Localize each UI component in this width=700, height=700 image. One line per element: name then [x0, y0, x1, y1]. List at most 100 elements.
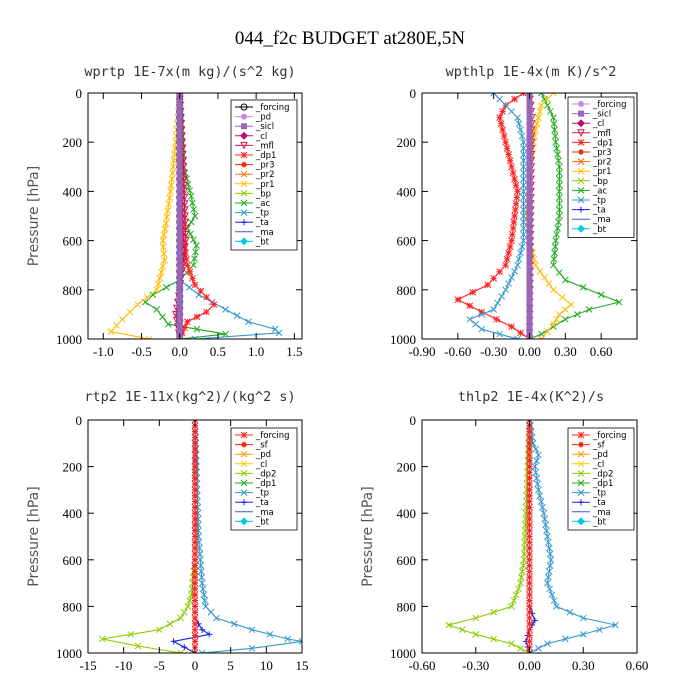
- panel-title: wpthlp 1E-4x(m K)/s^2: [446, 64, 617, 80]
- series-marker: [526, 182, 533, 189]
- series-marker: [266, 631, 274, 638]
- series-marker: [526, 445, 533, 453]
- series-marker: [191, 451, 199, 459]
- series-marker: [191, 603, 199, 610]
- series-marker: [510, 218, 518, 226]
- series-marker: [191, 550, 199, 558]
- x-tick-label: 0.60: [626, 658, 649, 673]
- series-marker: [176, 292, 183, 299]
- series-marker: [550, 597, 558, 604]
- series-marker: [176, 225, 183, 232]
- series-marker: [526, 274, 533, 281]
- series-marker: [478, 308, 486, 316]
- series-marker: [526, 434, 533, 441]
- series-marker: [556, 181, 563, 189]
- series-marker: [556, 206, 563, 214]
- series-marker: [526, 96, 533, 103]
- series-marker: [526, 256, 533, 263]
- series-marker: [520, 151, 527, 158]
- series-marker: [469, 288, 477, 296]
- y-tick-label: 0: [410, 413, 417, 428]
- chart-panel: wpthlp 1E-4x(m K)/s^2 -0.90 -0.60 -0.30 0.00…: [390, 64, 638, 359]
- series-marker: [191, 626, 199, 634]
- series-marker: [176, 108, 183, 115]
- legend-marker: [577, 224, 585, 233]
- series-line: [171, 420, 211, 653]
- series-marker: [514, 188, 521, 195]
- series-marker: [526, 509, 533, 517]
- legend-label: _ta: [255, 498, 269, 508]
- series-marker: [526, 498, 533, 505]
- series-marker: [472, 631, 480, 638]
- series-marker: [519, 562, 527, 569]
- series-marker: [512, 200, 520, 208]
- legend-marker: [577, 196, 585, 204]
- series-marker: [526, 157, 533, 164]
- series-marker: [526, 249, 533, 256]
- series-marker: [520, 224, 527, 232]
- series-marker: [520, 157, 527, 165]
- series-marker: [505, 280, 512, 288]
- series-marker: [180, 237, 187, 244]
- series-marker: [511, 212, 518, 220]
- series-marker: [179, 231, 187, 238]
- series-marker: [126, 308, 134, 316]
- legend-marker: [577, 450, 585, 458]
- series-marker: [520, 556, 528, 564]
- y-tick-label: 600: [63, 553, 83, 568]
- legend-label: _dp1: [592, 479, 613, 489]
- series-marker: [191, 527, 199, 535]
- series-marker: [248, 644, 256, 652]
- legend-label: _ta: [592, 206, 606, 216]
- series-marker: [190, 206, 198, 213]
- series-marker: [544, 95, 551, 103]
- y-tick-label: 800: [63, 599, 83, 614]
- y-tick-label: 400: [397, 184, 417, 199]
- legend-label: _ac: [255, 199, 270, 209]
- series-group: [454, 93, 623, 339]
- series-marker: [496, 330, 503, 338]
- series-marker: [520, 163, 527, 171]
- series-marker: [508, 231, 516, 238]
- series-marker: [191, 281, 199, 289]
- series-marker: [543, 527, 550, 535]
- series-marker: [550, 261, 557, 269]
- legend-marker: [578, 149, 584, 155]
- series-marker: [166, 194, 173, 202]
- legend-marker: [577, 431, 585, 439]
- series-marker: [191, 620, 199, 628]
- series-marker: [176, 249, 183, 256]
- series-marker: [573, 311, 581, 318]
- y-tick-label: 0: [76, 86, 83, 101]
- series-marker: [187, 192, 195, 200]
- series-marker: [523, 498, 530, 505]
- y-tick-label: 600: [63, 234, 83, 249]
- series-marker: [191, 585, 199, 593]
- series-marker: [517, 329, 524, 337]
- legend-marker: [577, 489, 585, 496]
- series-marker: [544, 640, 551, 648]
- series-marker: [553, 231, 561, 238]
- series-marker: [509, 224, 517, 232]
- chart-panel: wprtp 1E-7x(m kg)/(s^2 kg) Pressure [hPa]…: [26, 64, 303, 359]
- series-marker: [556, 269, 563, 276]
- series-marker: [230, 620, 238, 628]
- series-marker: [176, 256, 183, 263]
- series-marker: [199, 626, 206, 633]
- legend: _forcing_pd_sicl_cl_mfl_dp1_pr3_pr2_pr1_…: [230, 99, 298, 251]
- legend-marker: [577, 460, 585, 468]
- series-marker: [526, 474, 533, 482]
- y-tick-label: 1000: [390, 332, 416, 347]
- series-marker: [191, 474, 199, 482]
- legend-marker: [577, 139, 585, 146]
- series-marker: [526, 311, 533, 318]
- legend-label: _sf: [255, 441, 269, 451]
- series-marker: [550, 93, 557, 97]
- legend-marker: [240, 470, 248, 477]
- series-marker: [596, 626, 603, 634]
- series-marker: [541, 95, 548, 103]
- legend-marker: [241, 113, 247, 120]
- series-marker: [515, 255, 523, 263]
- series-marker: [176, 120, 183, 127]
